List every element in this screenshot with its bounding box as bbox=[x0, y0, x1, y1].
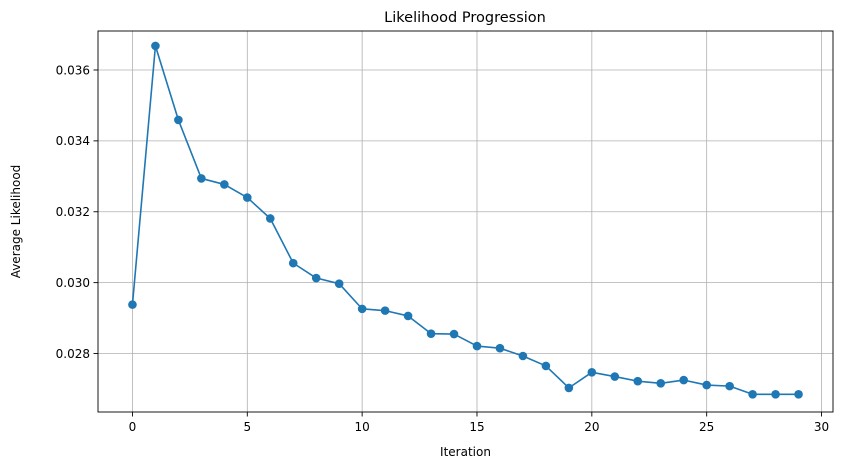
data-point bbox=[426, 329, 436, 338]
data-point bbox=[288, 258, 298, 268]
data-point bbox=[128, 300, 137, 309]
data-point bbox=[495, 343, 505, 353]
x-tick-label: 10 bbox=[355, 420, 370, 434]
data-point bbox=[357, 304, 367, 314]
data-point bbox=[220, 180, 229, 189]
data-point bbox=[633, 376, 643, 386]
x-tick-label: 25 bbox=[699, 420, 714, 434]
data-point bbox=[748, 389, 757, 399]
y-axis-label: Average Likelihood bbox=[9, 165, 23, 279]
x-tick-label: 0 bbox=[129, 420, 137, 434]
data-point bbox=[541, 361, 551, 371]
data-point bbox=[679, 375, 689, 385]
data-point bbox=[311, 273, 321, 283]
data-point bbox=[564, 383, 574, 393]
x-tick-label: 20 bbox=[584, 420, 599, 434]
data-point bbox=[518, 351, 528, 361]
series-average-likelihood bbox=[128, 41, 803, 399]
y-tick-label: 0.030 bbox=[56, 276, 90, 290]
x-tick-label: 15 bbox=[469, 420, 484, 434]
data-point bbox=[610, 372, 620, 381]
data-point bbox=[265, 214, 275, 223]
x-axis-ticks: 0 5 10 15 20 25 30 bbox=[129, 412, 829, 434]
data-point bbox=[334, 279, 344, 289]
y-tick-label: 0.032 bbox=[56, 205, 90, 219]
grid-lines bbox=[98, 31, 833, 412]
data-point bbox=[587, 368, 597, 377]
data-point bbox=[242, 193, 252, 202]
y-tick-label: 0.034 bbox=[56, 134, 90, 148]
data-point bbox=[197, 174, 206, 183]
x-tick-label: 30 bbox=[814, 420, 829, 434]
chart-title: Likelihood Progression bbox=[384, 10, 546, 26]
data-point bbox=[472, 341, 482, 351]
x-axis-label: Iteration bbox=[440, 445, 491, 459]
data-point bbox=[656, 378, 666, 388]
data-point bbox=[702, 380, 711, 390]
data-point bbox=[403, 311, 413, 321]
plot-area-frame bbox=[97, 30, 834, 413]
y-tick-label: 0.028 bbox=[56, 347, 90, 361]
data-point bbox=[449, 329, 459, 339]
x-tick-label: 5 bbox=[243, 420, 251, 434]
data-point bbox=[725, 381, 734, 391]
y-tick-label: 0.036 bbox=[56, 63, 90, 77]
data-point bbox=[174, 115, 183, 125]
data-point bbox=[794, 389, 803, 399]
data-point bbox=[380, 306, 390, 315]
y-axis-ticks: 0.028 0.030 0.032 0.034 0.036 bbox=[56, 63, 98, 361]
data-point bbox=[771, 389, 780, 399]
data-point bbox=[151, 41, 160, 51]
